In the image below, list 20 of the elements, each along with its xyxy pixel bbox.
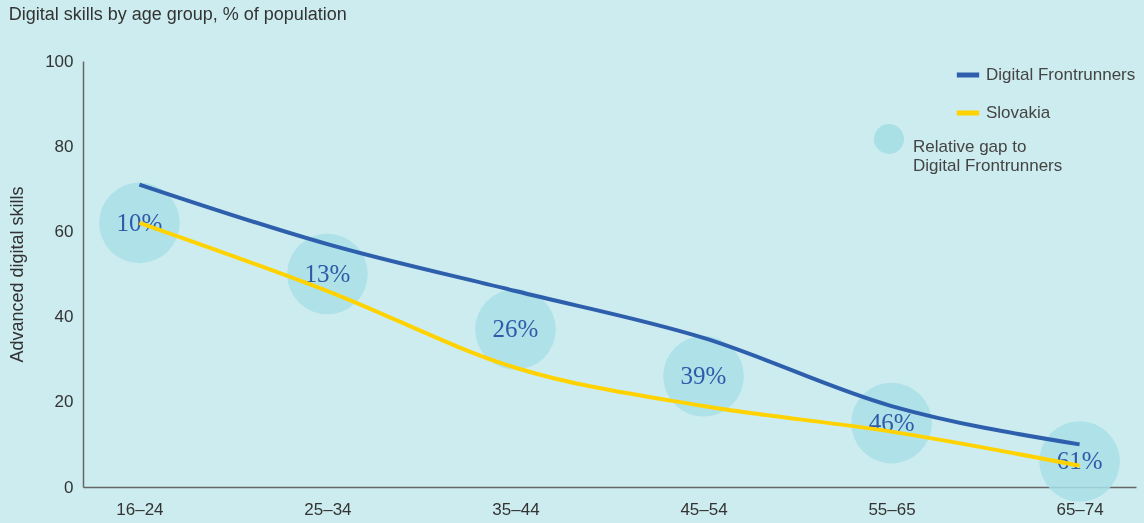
legend-label: Relative gap to Digital Frontrunners [913,137,1063,175]
annotation: 26% [492,315,539,343]
x-tick-label: 55–65 [868,499,916,519]
x-tick-label: 25–34 [304,499,352,519]
x-tick-label: 16–24 [116,499,164,519]
y-tick-label: 80 [54,136,74,156]
y-tick-label: 20 [54,392,74,412]
y-tick-label: 100 [45,51,74,71]
y-tick-label: 40 [54,307,74,327]
legend-label: Digital Frontrunners [986,65,1136,84]
x-tick-label: 65–74 [1056,499,1104,519]
annotation: 13% [304,260,351,287]
x-tick-label: 35–44 [492,499,540,519]
y-axis-title: Advanced digital skills [7,186,28,363]
chart-title: Digital skills by age group, % of population [8,4,347,24]
annotation: 39% [680,362,727,390]
legend-label: Slovakia [986,103,1051,122]
y-tick-label: 60 [54,221,74,241]
x-tick-label: 45–54 [680,499,728,519]
y-tick-label: 0 [64,477,74,497]
